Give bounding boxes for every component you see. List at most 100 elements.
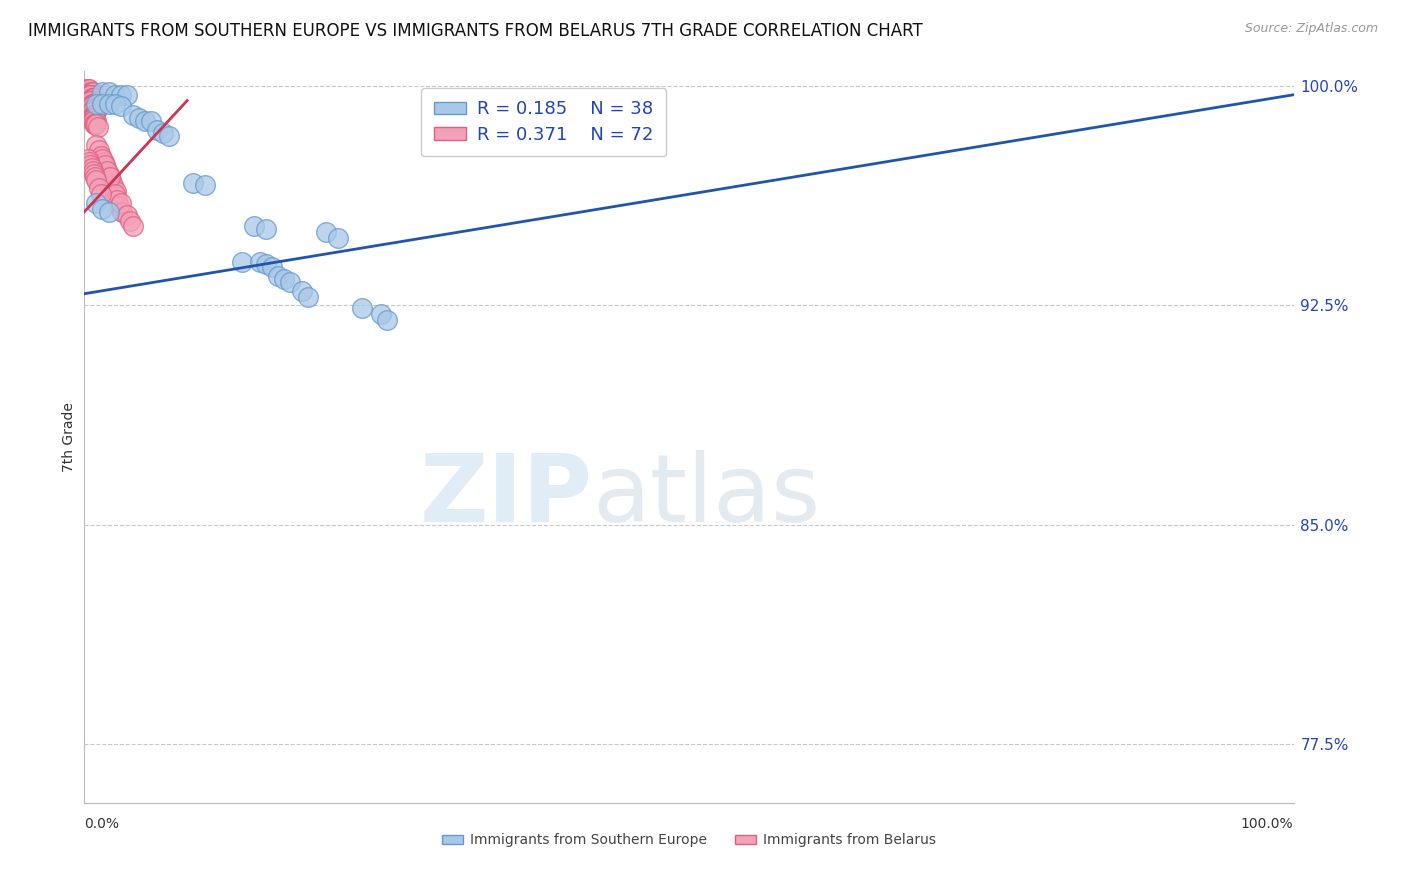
Point	[315, 225, 337, 239]
Point	[194, 178, 217, 193]
Point	[84, 99, 107, 113]
Point	[84, 108, 107, 122]
Point	[80, 161, 103, 175]
Point	[77, 94, 100, 108]
Point	[254, 222, 277, 236]
Point	[77, 82, 100, 96]
Point	[86, 172, 108, 186]
Point	[90, 187, 112, 202]
Point	[104, 96, 127, 111]
Point	[86, 196, 108, 211]
Y-axis label: 7th Grade: 7th Grade	[62, 402, 76, 472]
Point	[84, 103, 107, 117]
Legend: Immigrants from Southern Europe, Immigrants from Belarus: Immigrants from Southern Europe, Immigra…	[436, 827, 942, 855]
Point	[83, 111, 105, 125]
Point	[82, 164, 104, 178]
Point	[104, 187, 127, 202]
Point	[84, 94, 107, 108]
Point	[297, 290, 319, 304]
Point	[82, 103, 104, 117]
Text: 100.0%: 100.0%	[1241, 817, 1294, 831]
Point	[110, 196, 132, 211]
Point	[84, 169, 107, 184]
Text: Source: ZipAtlas.com: Source: ZipAtlas.com	[1244, 22, 1378, 36]
Point	[80, 111, 103, 125]
Point	[146, 123, 169, 137]
Point	[128, 111, 150, 125]
Point	[97, 167, 120, 181]
Point	[91, 85, 114, 99]
Point	[77, 152, 100, 166]
Point	[77, 82, 100, 96]
Text: ZIP: ZIP	[419, 450, 592, 541]
Point	[375, 313, 398, 327]
Point	[181, 176, 204, 190]
Point	[115, 208, 138, 222]
Point	[231, 254, 253, 268]
Point	[86, 117, 108, 131]
Point	[83, 96, 105, 111]
Point	[115, 87, 138, 102]
Point	[83, 117, 105, 131]
Point	[86, 96, 108, 111]
Point	[260, 260, 283, 275]
Point	[86, 105, 108, 120]
Point	[86, 114, 108, 128]
Point	[82, 91, 104, 105]
Point	[94, 158, 117, 172]
Point	[76, 82, 98, 96]
Point	[79, 94, 101, 108]
Point	[352, 301, 374, 316]
Point	[97, 85, 120, 99]
Point	[83, 103, 105, 117]
Point	[83, 91, 105, 105]
Point	[79, 158, 101, 172]
Point	[82, 114, 104, 128]
Point	[90, 149, 112, 163]
Point	[83, 108, 105, 122]
Text: 0.0%: 0.0%	[84, 817, 120, 831]
Point	[157, 128, 180, 143]
Point	[110, 87, 132, 102]
Point	[91, 202, 114, 216]
Text: IMMIGRANTS FROM SOUTHERN EUROPE VS IMMIGRANTS FROM BELARUS 7TH GRADE CORRELATION: IMMIGRANTS FROM SOUTHERN EUROPE VS IMMIG…	[28, 22, 922, 40]
Point	[83, 167, 105, 181]
Point	[98, 169, 121, 184]
Point	[80, 85, 103, 99]
Point	[87, 181, 110, 195]
Point	[77, 155, 100, 169]
Point	[79, 85, 101, 99]
Point	[80, 105, 103, 120]
Point	[79, 87, 101, 102]
Point	[111, 204, 134, 219]
Point	[103, 178, 125, 193]
Point	[91, 96, 114, 111]
Point	[328, 231, 350, 245]
Point	[278, 275, 301, 289]
Point	[94, 161, 117, 175]
Point	[84, 114, 107, 128]
Point	[249, 254, 271, 268]
Point	[104, 87, 127, 102]
Point	[242, 219, 264, 234]
Point	[86, 120, 108, 134]
Point	[82, 96, 104, 111]
Point	[82, 108, 104, 122]
Point	[110, 99, 132, 113]
Point	[254, 257, 277, 271]
Point	[80, 96, 103, 111]
Point	[93, 155, 115, 169]
Point	[104, 184, 127, 198]
Point	[82, 111, 104, 125]
Point	[273, 272, 295, 286]
Point	[120, 213, 142, 227]
Point	[370, 307, 392, 321]
Point	[121, 219, 143, 234]
Point	[152, 126, 174, 140]
Point	[121, 108, 143, 122]
Point	[91, 152, 114, 166]
Point	[105, 193, 128, 207]
Point	[134, 114, 156, 128]
Point	[80, 99, 103, 113]
Point	[96, 164, 118, 178]
